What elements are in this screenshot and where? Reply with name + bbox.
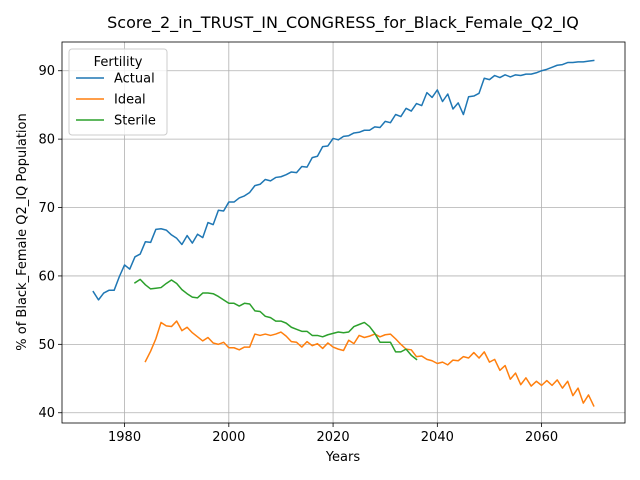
y-tick-label: 90 <box>38 64 55 79</box>
legend: Fertility Actual Ideal Sterile <box>68 48 168 136</box>
y-tick-label: 50 <box>38 338 55 353</box>
y-axis: 40 50 60 70 80 90 <box>38 64 62 421</box>
x-tick-label: 1980 <box>108 430 141 445</box>
legend-label-actual: Actual <box>114 72 155 87</box>
series-layer <box>92 59 595 407</box>
legend-entries: Actual Ideal Sterile <box>76 72 156 129</box>
series-line-ideal <box>144 320 595 407</box>
legend-label-ideal: Ideal <box>114 93 146 108</box>
grid <box>62 42 625 423</box>
x-tick-label: 2060 <box>525 430 558 445</box>
x-tick-label: 2000 <box>212 430 245 445</box>
y-tick-label: 40 <box>38 406 55 421</box>
y-tick-label: 70 <box>38 201 55 216</box>
x-axis-label: Years <box>325 450 361 465</box>
plot-frame <box>61 41 626 424</box>
x-tick-label: 2040 <box>421 430 454 445</box>
y-tick-label: 60 <box>38 269 55 284</box>
y-tick-label: 80 <box>38 133 55 148</box>
series-line-sterile <box>133 278 418 361</box>
legend-title: Fertility <box>94 55 143 70</box>
chart-title: Score_2_in_TRUST_IN_CONGRESS_for_Black_F… <box>107 13 579 33</box>
y-axis-label: % of Black_Female Q2_IQ Population <box>15 113 30 350</box>
x-axis: 1980 2000 2020 2040 2060 <box>108 423 558 445</box>
series-line-actual <box>92 59 595 301</box>
x-tick-label: 2020 <box>317 430 350 445</box>
legend-label-sterile: Sterile <box>114 114 156 129</box>
legend-box <box>68 48 168 136</box>
